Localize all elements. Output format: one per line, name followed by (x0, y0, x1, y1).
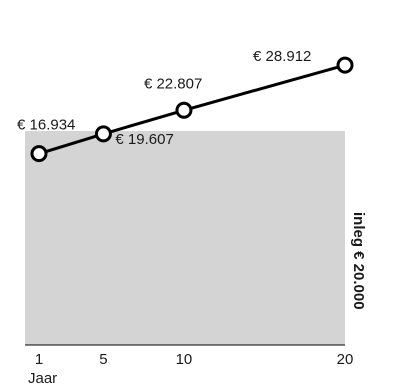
data-label: € 28.912 (253, 48, 311, 65)
data-point (336, 56, 354, 74)
x-tick-label: 5 (99, 351, 107, 368)
data-label: € 16.934 (17, 117, 75, 134)
x-tick-label: 10 (176, 351, 193, 368)
data-point (175, 101, 193, 119)
series-line (38, 63, 346, 156)
data-point (94, 125, 112, 143)
data-point (30, 145, 48, 163)
data-label: € 19.607 (115, 131, 173, 148)
data-label: € 22.807 (144, 75, 202, 92)
deposit-label: inleg € 20.000 (350, 212, 367, 310)
x-tick-label: 20 (337, 351, 354, 368)
x-tick-label: 1 (35, 351, 43, 368)
x-axis-label: Jaar (28, 370, 57, 387)
deposit-area (25, 131, 345, 345)
